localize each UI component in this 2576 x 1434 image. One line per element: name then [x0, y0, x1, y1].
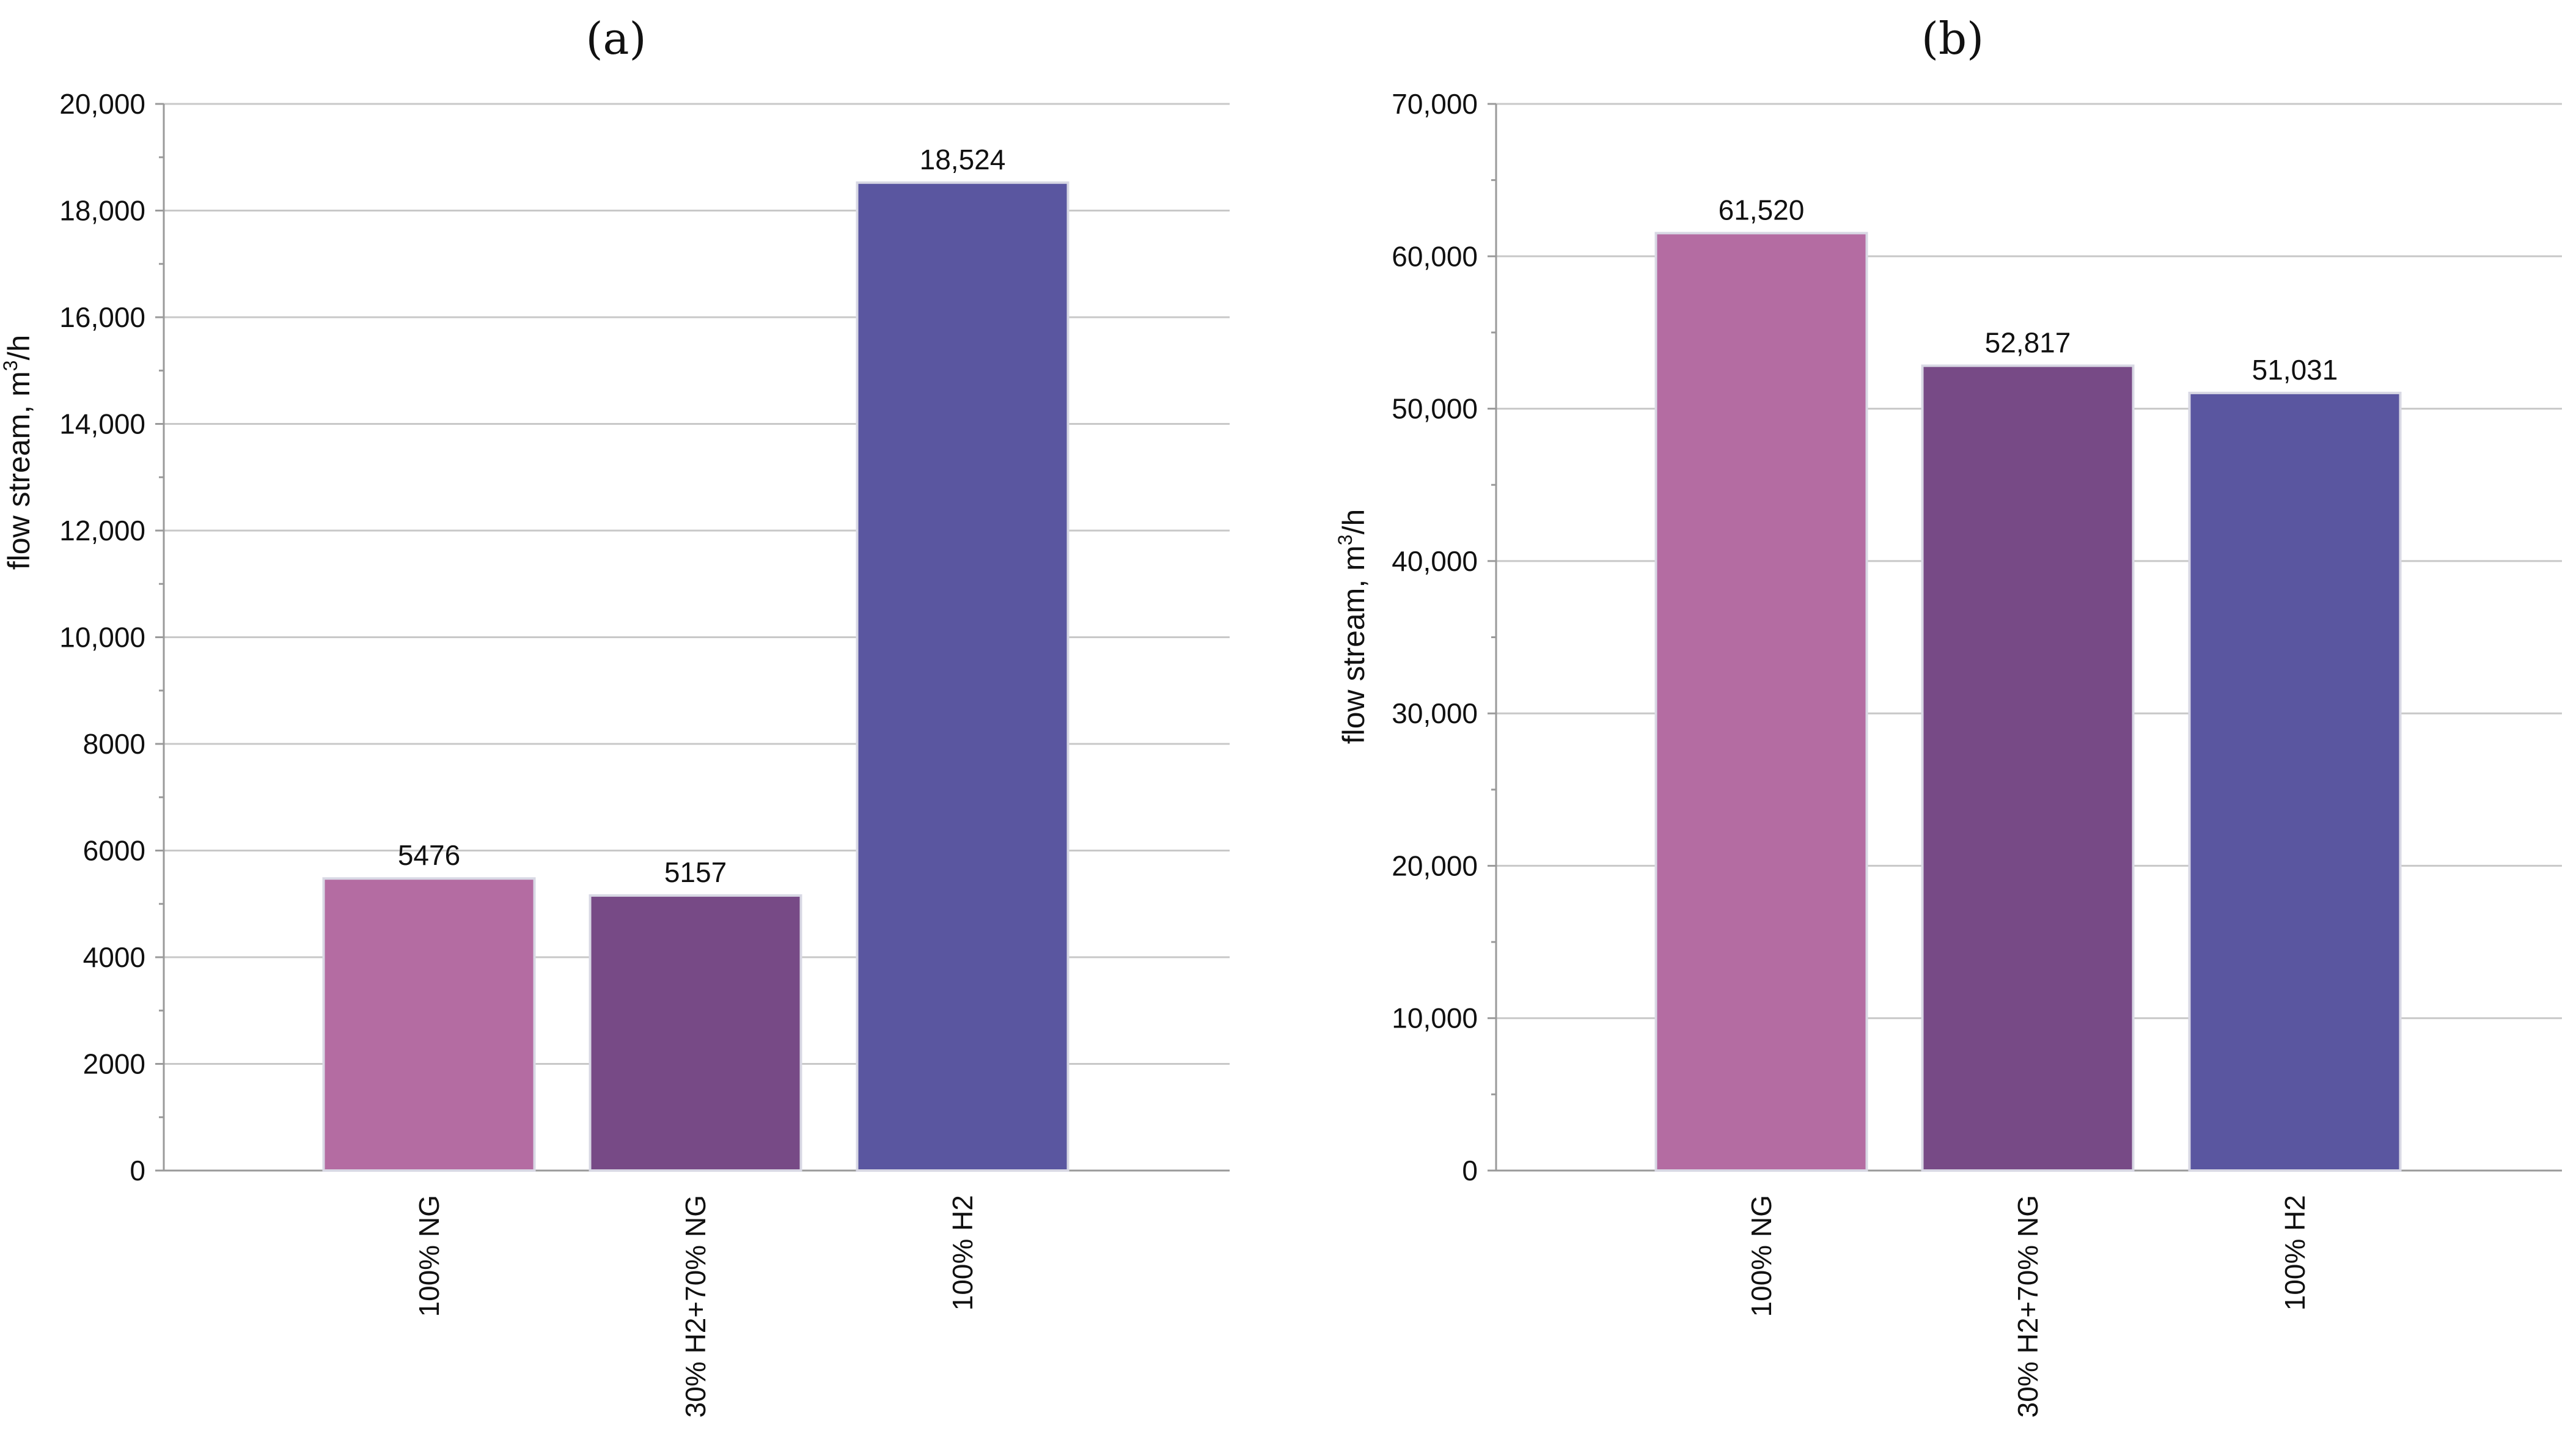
bar-1 — [1654, 232, 1868, 1172]
bar-value-label: 61,520 — [1719, 194, 1805, 226]
y-axis-title-unit: /h — [2, 335, 36, 361]
category-label: 100% H2 — [947, 1195, 978, 1311]
panel-title-b: (b) — [1921, 13, 1984, 64]
bar-value-label: 5476 — [398, 839, 460, 871]
bar-1 — [322, 877, 536, 1172]
bar-3 — [856, 181, 1070, 1172]
y-tick-label: 0 — [130, 1155, 145, 1186]
bar-value-label: 5157 — [664, 856, 727, 888]
y-tick-label: 30,000 — [1392, 697, 1478, 729]
bar-value-label: 51,031 — [2252, 354, 2338, 386]
bar-3 — [2188, 391, 2402, 1172]
y-tick-label: 0 — [1462, 1155, 1478, 1186]
bar-2 — [589, 894, 802, 1172]
category-label: 100% NG — [1745, 1195, 1777, 1317]
y-tick-label: 40,000 — [1392, 545, 1478, 577]
y-tick-label: 6000 — [83, 835, 145, 867]
y-tick-label: 20,000 — [1392, 850, 1478, 881]
y-tick-label: 10,000 — [1392, 1002, 1478, 1034]
y-tick-label: 20,000 — [59, 88, 145, 120]
y-axis-title-text: flow stream, m — [1337, 545, 1371, 744]
y-axis-title-text: flow stream, m — [2, 371, 36, 570]
bar-value-label: 18,524 — [920, 144, 1006, 175]
y-tick-label: 12,000 — [59, 515, 145, 546]
bar-value-label: 52,817 — [1985, 326, 2071, 358]
y-tick-label: 16,000 — [59, 301, 145, 333]
category-label: 100% NG — [413, 1195, 445, 1317]
y-axis-title: flow stream, m3/h — [1334, 509, 1371, 745]
category-label: 30% H2+70% NG — [680, 1195, 711, 1417]
y-tick-label: 18,000 — [59, 195, 145, 227]
chart-panel-a: (a) 0 2000 4000 6000 8000 10,000 12,000 14,000 16… — [0, 13, 1230, 1417]
y-tick-label: 60,000 — [1392, 240, 1478, 272]
y-axis-title-unit: /h — [1337, 509, 1371, 535]
y-tick-label: 8000 — [83, 728, 145, 760]
y-tick-label: 14,000 — [59, 408, 145, 440]
category-label: 100% H2 — [2279, 1195, 2311, 1311]
y-tick-label: 2000 — [83, 1048, 145, 1080]
bar-2 — [1921, 364, 2135, 1172]
y-axis-title-superscript: 3 — [1334, 534, 1356, 545]
chart-panel-b: (b) 0 10,000 20,000 30,000 40,000 50,000 60,000… — [1334, 13, 2562, 1417]
panel-title-a: (a) — [585, 13, 646, 64]
y-tick-label: 70,000 — [1392, 88, 1478, 120]
y-tick-label: 50,000 — [1392, 393, 1478, 425]
category-label: 30% H2+70% NG — [2012, 1195, 2044, 1417]
y-axis-title: flow stream, m3/h — [0, 335, 36, 570]
y-tick-label: 4000 — [83, 941, 145, 973]
y-axis-title-superscript: 3 — [0, 360, 21, 371]
y-tick-label: 10,000 — [59, 622, 145, 653]
